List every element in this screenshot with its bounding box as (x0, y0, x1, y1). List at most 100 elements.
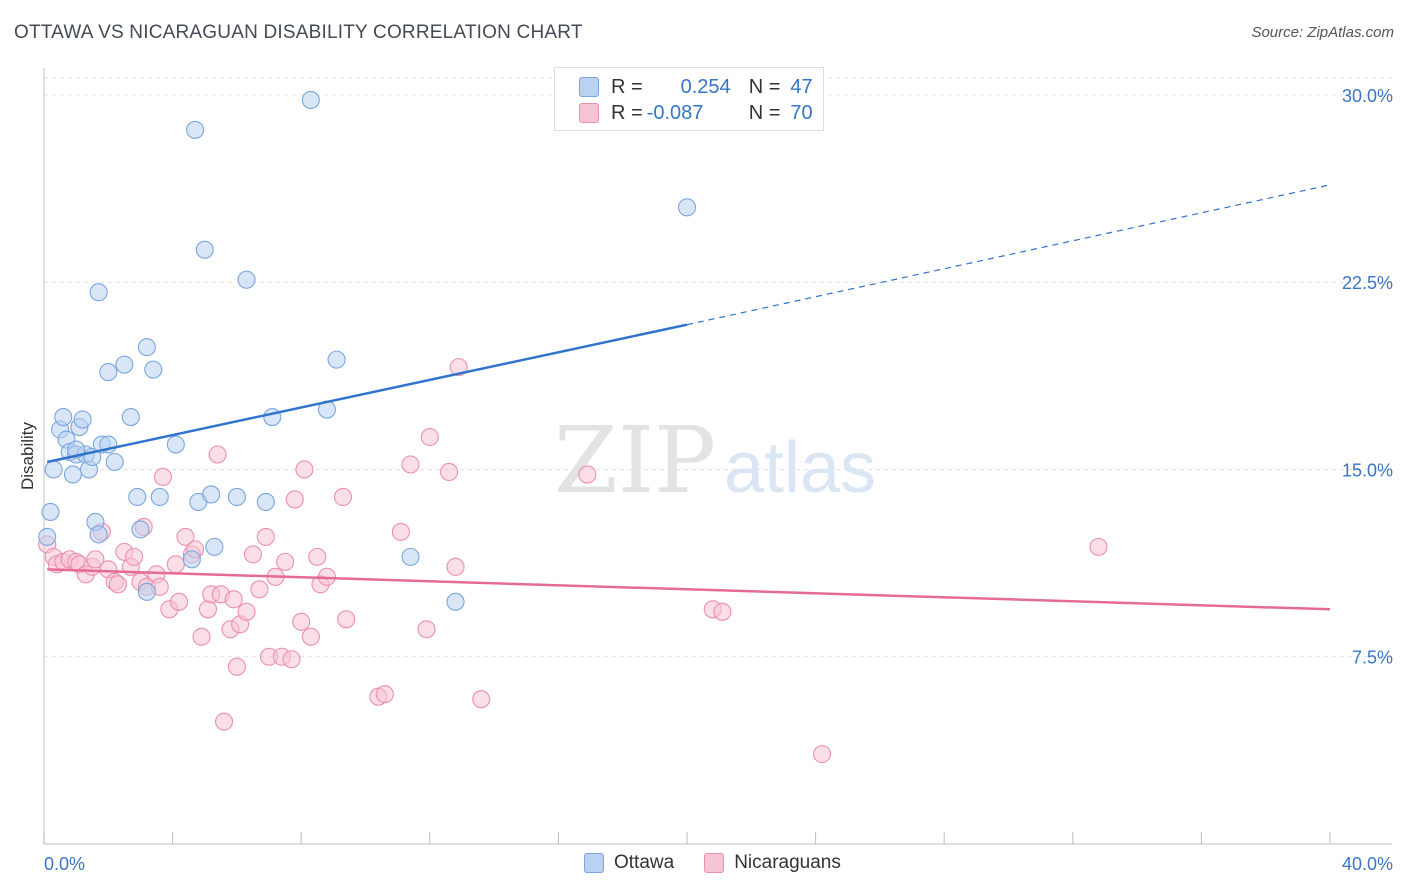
ottawa-point (137, 582, 156, 601)
nicaraguans-point (417, 620, 436, 639)
nicaraguans-point (224, 590, 243, 609)
chart-title: OTTAWA VS NICARAGUAN DISABILITY CORRELAT… (14, 22, 583, 43)
legend-n-label: N = (748, 75, 781, 98)
ottawa-point (237, 270, 256, 289)
ottawa-point (131, 520, 150, 539)
nicaraguans-point (227, 657, 246, 676)
nicaraguans-point (401, 455, 420, 474)
legend-row-nicaraguans: R = -0.087 N = 70 (579, 101, 813, 125)
nicaraguans-point (578, 465, 597, 484)
nicaraguans-point (333, 487, 353, 506)
nicaraguans-point (276, 552, 295, 571)
nicaraguans-point (391, 522, 410, 541)
nicaraguans-point (472, 690, 491, 709)
series-legend-ottawa: Ottawa (584, 852, 674, 874)
legend-n-value: 47 (790, 75, 813, 98)
nicaraguans-point (420, 427, 439, 447)
nicaraguans-point (124, 547, 144, 566)
ottawa-point (41, 502, 60, 521)
nicaraguans-point (192, 627, 211, 646)
ottawa-point (121, 408, 140, 427)
nicaraguans-point (208, 445, 227, 464)
ottawa-point (186, 120, 205, 139)
ottawa-point (263, 408, 282, 427)
nicaraguans-point (256, 527, 275, 546)
legend-n-label: N = (748, 101, 781, 124)
series-legend-nicaraguans: Nicaraguans (704, 852, 841, 874)
nicaraguans-point (337, 610, 356, 629)
ottawa-point (401, 547, 420, 566)
nicaraguans-point (198, 600, 218, 619)
ottawa-point (150, 487, 169, 506)
legend-r-value: -0.087 (646, 101, 704, 124)
nicaraguans-trend-line (47, 568, 1331, 611)
legend-row-ottawa: R = 0.254 N = 47 (579, 75, 813, 99)
ottawa-point (144, 360, 163, 379)
legend-n-value: 70 (790, 101, 813, 124)
y-tick-label: 7.5% (1352, 648, 1393, 668)
ottawa-point (205, 537, 224, 556)
nicaraguans-point (108, 575, 127, 594)
nicaraguans-point (713, 602, 732, 621)
nicaraguans-point (86, 550, 105, 569)
ottawa-point (89, 525, 108, 544)
nicaraguans-point (237, 602, 256, 621)
ottawa-trend-extension (686, 184, 1331, 326)
ottawa-point (202, 485, 221, 504)
ottawa-trend-line (46, 323, 688, 464)
ottawa-point (166, 435, 185, 454)
nicaraguans-point (169, 592, 189, 611)
nicaraguans-swatch (704, 853, 725, 873)
ottawa-point (89, 283, 108, 302)
source-label: Source: ZipAtlas.com (1251, 24, 1394, 41)
ottawa-swatch (579, 77, 599, 97)
nicaraguans-points (38, 358, 1108, 764)
ottawa-point (137, 338, 156, 357)
legend-r-label: R = (611, 75, 643, 98)
nicaraguans-point (166, 555, 185, 574)
nicaraguans-point (1089, 537, 1108, 556)
nicaraguans-point (812, 745, 832, 764)
ottawa-point (44, 460, 63, 479)
tick-labels: 7.5% 15.0% 22.5% 30.0% 0.0% 40.0% (44, 86, 1393, 874)
nicaraguans-swatch (579, 103, 599, 123)
y-tick-label: 30.0% (1342, 86, 1393, 106)
ottawa-point (54, 408, 73, 427)
y-tick-label: 22.5% (1342, 273, 1393, 293)
ottawa-point (63, 465, 82, 484)
watermark-zip: ZIP (554, 407, 716, 514)
correlation-legend: R = 0.254 N = 47 R = -0.087 N = 70 (554, 67, 824, 131)
axes (43, 68, 1392, 845)
ottawa-points (38, 90, 697, 611)
y-tick-label: 15.0% (1342, 460, 1393, 480)
nicaraguans-point (153, 467, 173, 487)
nicaraguans-point (449, 358, 468, 377)
grid-lines (44, 77, 1392, 658)
ottawa-point (128, 487, 147, 506)
nicaraguans-point (375, 685, 394, 704)
ottawa-point (195, 240, 214, 259)
nicaraguans-point (446, 557, 465, 576)
nicaraguans-point (282, 650, 301, 669)
nicaraguans-point (243, 545, 263, 564)
ottawa-point (227, 487, 246, 506)
ottawa-point (105, 452, 124, 472)
ottawa-point (301, 90, 320, 110)
ottawa-point (446, 592, 465, 611)
nicaraguans-point (285, 490, 304, 509)
watermark: ZIP atlas (554, 407, 876, 514)
ottawa-point (677, 198, 697, 217)
nicaraguans-point (295, 460, 314, 479)
ottawa-point (115, 355, 134, 374)
nicaraguans-point (301, 627, 320, 646)
series-legend-ottawa-label: Ottawa (614, 852, 675, 873)
ottawa-swatch (584, 853, 604, 873)
trend-lines (46, 184, 1331, 611)
series-legend: Ottawa Nicaraguans (584, 852, 871, 874)
nicaraguans-point (250, 580, 269, 599)
ottawa-point (73, 410, 92, 429)
ottawa-point (38, 527, 57, 546)
ottawa-point (99, 363, 118, 382)
ottawa-point (182, 550, 201, 569)
